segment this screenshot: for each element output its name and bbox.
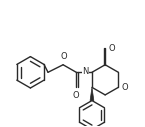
Text: N: N (83, 67, 89, 76)
Text: O: O (108, 44, 115, 53)
Text: O: O (60, 52, 67, 61)
Text: O: O (72, 91, 79, 100)
Text: O: O (122, 83, 128, 92)
Polygon shape (90, 87, 94, 101)
